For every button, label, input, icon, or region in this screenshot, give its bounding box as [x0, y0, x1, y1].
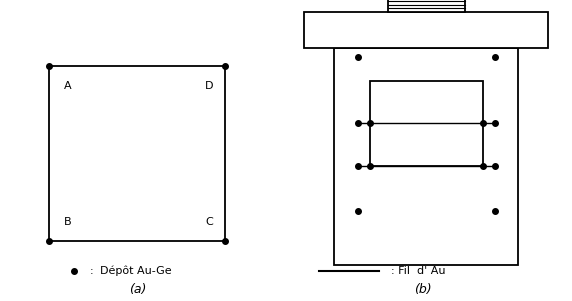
- Text: (a): (a): [129, 284, 146, 296]
- Text: C: C: [205, 217, 213, 227]
- Text: : Fil  d' Au: : Fil d' Au: [391, 266, 445, 276]
- Text: B: B: [64, 217, 72, 227]
- Bar: [370, 81, 483, 166]
- Text: (b): (b): [415, 284, 432, 296]
- Bar: [49, 66, 225, 241]
- Text: A: A: [64, 81, 72, 91]
- Text: D: D: [205, 81, 214, 91]
- Bar: [388, 0, 465, 12]
- Bar: [304, 12, 548, 48]
- Text: :: :: [89, 266, 93, 276]
- Bar: [334, 48, 518, 265]
- Text: Dépôt Au-Ge: Dépôt Au-Ge: [100, 266, 171, 276]
